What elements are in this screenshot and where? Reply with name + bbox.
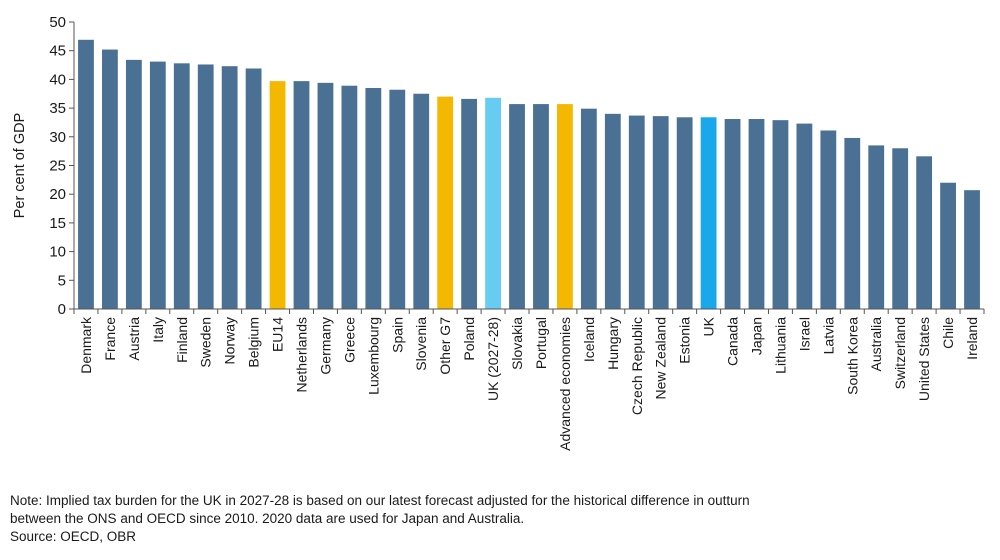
y-tick-label: 45 bbox=[49, 43, 66, 60]
bar-uk bbox=[700, 117, 717, 309]
bar-finland bbox=[173, 63, 190, 309]
y-tick-label: 10 bbox=[49, 244, 66, 261]
bar-czech-republic bbox=[628, 115, 645, 309]
bar-united-states bbox=[916, 156, 933, 309]
x-tick-label: UK bbox=[701, 316, 717, 336]
bar-switzerland bbox=[892, 148, 909, 309]
bar-lithuania bbox=[772, 120, 789, 310]
bar-france bbox=[102, 49, 118, 309]
bar-poland bbox=[461, 98, 478, 309]
bar-sweden bbox=[197, 64, 214, 309]
y-tick-label: 50 bbox=[49, 14, 66, 31]
x-tick-label: Canada bbox=[725, 317, 741, 366]
note-line-2: between the ONS and OECD since 2010. 202… bbox=[10, 511, 525, 526]
x-tick-label: Belgium bbox=[246, 317, 262, 368]
bar-uk-2027-28- bbox=[485, 97, 501, 309]
x-tick-label: Austria bbox=[126, 317, 142, 361]
y-tick-label: 30 bbox=[49, 129, 66, 146]
x-tick-label: Denmark bbox=[78, 316, 94, 374]
y-tick-label: 20 bbox=[49, 186, 66, 203]
bar-hungary bbox=[604, 113, 621, 309]
x-tick-label: Sweden bbox=[198, 317, 214, 368]
x-tick-label: EU14 bbox=[270, 317, 286, 352]
x-tick-label: Poland bbox=[461, 317, 477, 361]
bar-belgium bbox=[245, 68, 262, 309]
x-tick-label: Ireland bbox=[964, 317, 980, 360]
x-tick-label: New Zealand bbox=[653, 317, 669, 400]
bar-israel bbox=[796, 123, 813, 310]
x-tick-label: Advanced economies bbox=[557, 317, 573, 451]
bar-south-korea bbox=[844, 137, 861, 309]
bar-iceland bbox=[580, 108, 597, 309]
x-tick-label: UK (2027-28) bbox=[485, 317, 501, 401]
x-tick-label: Chile bbox=[940, 317, 956, 349]
x-tick-label: Czech Republic bbox=[629, 317, 645, 415]
bar-australia bbox=[868, 145, 885, 309]
bar-latvia bbox=[820, 130, 837, 309]
bar-norway bbox=[221, 66, 238, 309]
bar-new-zealand bbox=[652, 116, 669, 309]
bar-italy bbox=[149, 61, 166, 309]
y-tick-label: 25 bbox=[49, 158, 66, 175]
bar-spain bbox=[389, 89, 406, 310]
x-tick-label: Slovakia bbox=[509, 317, 525, 370]
bar-canada bbox=[724, 119, 741, 309]
bar-luxembourg bbox=[365, 88, 382, 309]
source-line: Source: OECD, OBR bbox=[10, 529, 137, 544]
x-tick-label: Netherlands bbox=[294, 317, 310, 393]
bar-estonia bbox=[676, 117, 693, 309]
x-tick-label: Estonia bbox=[677, 317, 693, 364]
x-tick-label: Japan bbox=[749, 317, 765, 355]
bar-greece bbox=[341, 85, 358, 310]
x-tick-label: Iceland bbox=[581, 317, 597, 362]
y-tick-label: 15 bbox=[49, 215, 66, 232]
x-tick-label: Israel bbox=[796, 317, 812, 351]
bar-slovenia bbox=[413, 93, 430, 309]
y-tick-label: 0 bbox=[58, 301, 66, 318]
bar-other-g7 bbox=[437, 96, 454, 310]
x-tick-label: Luxembourg bbox=[365, 317, 381, 395]
x-tick-label: Latvia bbox=[820, 317, 836, 355]
bar-chile bbox=[940, 182, 956, 309]
x-tick-label: Italy bbox=[150, 317, 166, 343]
bar-eu14 bbox=[269, 81, 286, 309]
tax-burden-bar-chart: 0 5 10 15 20 25 30 35 40 45 50 Per cent of GDP Denma… bbox=[12, 14, 985, 451]
x-tick-label: Australia bbox=[868, 317, 884, 372]
x-tick-label: Germany bbox=[317, 317, 333, 375]
x-tick-label: Portugal bbox=[533, 317, 549, 369]
y-axis-title: Per cent of GDP bbox=[12, 113, 28, 219]
bar-denmark bbox=[78, 39, 94, 309]
x-tick-label: Lithuania bbox=[772, 317, 788, 374]
x-tick-label: Finland bbox=[174, 317, 190, 363]
x-tick-label: Spain bbox=[389, 317, 405, 353]
y-tick-label: 5 bbox=[58, 272, 66, 289]
x-tick-label: Switzerland bbox=[892, 317, 908, 389]
bar-japan bbox=[748, 119, 765, 309]
bar-austria bbox=[125, 59, 142, 309]
note-line-1: Note: Implied tax burden for the UK in 2… bbox=[10, 493, 750, 508]
x-tick-label: France bbox=[102, 317, 118, 361]
x-tick-label: Slovenia bbox=[413, 317, 429, 371]
y-tick-label: 40 bbox=[49, 71, 66, 88]
x-tick-label: United States bbox=[916, 317, 932, 401]
bar-slovakia bbox=[509, 104, 525, 309]
bar-germany bbox=[317, 82, 334, 310]
y-tick-label: 35 bbox=[49, 100, 66, 117]
chart-notes: Note: Implied tax burden for the UK in 2… bbox=[10, 492, 990, 546]
x-tick-label: Greece bbox=[341, 317, 357, 363]
x-tick-label: Norway bbox=[222, 317, 238, 364]
bar-netherlands bbox=[293, 81, 310, 309]
x-tick-label: Hungary bbox=[605, 317, 621, 370]
bar-advanced-economies bbox=[557, 104, 573, 309]
x-tick-label: Other G7 bbox=[437, 317, 453, 375]
bar-ireland bbox=[964, 190, 980, 309]
x-tick-label: South Korea bbox=[844, 317, 860, 395]
bar-portugal bbox=[533, 104, 549, 309]
